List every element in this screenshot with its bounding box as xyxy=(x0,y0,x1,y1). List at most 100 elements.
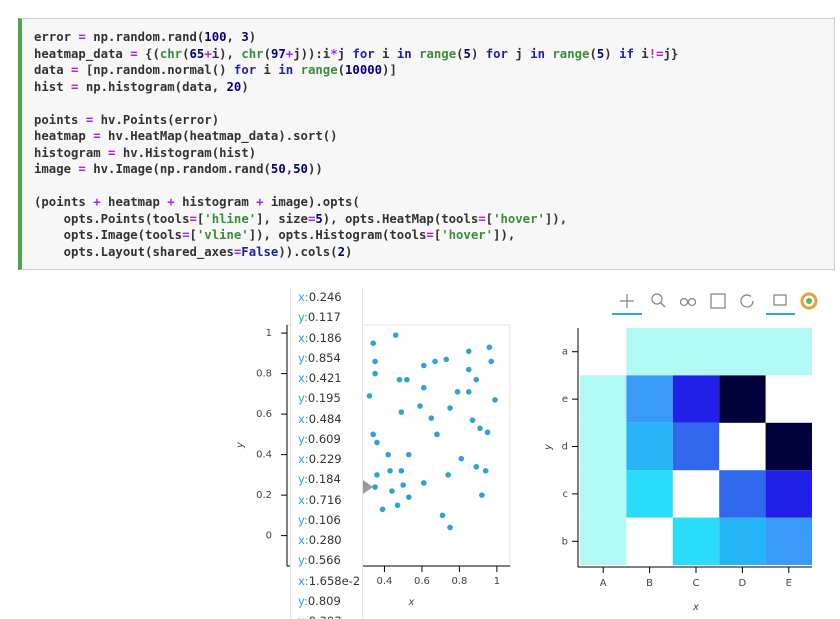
tooltip-label: y: xyxy=(298,553,308,568)
code-token: = xyxy=(189,211,197,226)
tooltip-value: 0.280 xyxy=(308,533,342,547)
heatmap-cell xyxy=(765,328,812,376)
tooltip-label: x: xyxy=(298,573,309,588)
heatmap-cell xyxy=(719,517,766,565)
code-token: 5 xyxy=(596,46,605,61)
tooltip-label: x: xyxy=(298,330,309,345)
code-token: = xyxy=(71,63,79,77)
bokeh-logo[interactable] xyxy=(800,292,818,310)
heatmap-cell xyxy=(672,517,720,565)
code-token: 'hover' xyxy=(493,211,545,226)
point xyxy=(370,340,377,347)
code-token: = xyxy=(108,145,116,160)
code-token: = xyxy=(182,228,190,242)
tooltip-value: 0.484 xyxy=(308,411,342,426)
point xyxy=(445,472,451,478)
x-tick-label: E xyxy=(786,578,792,589)
y-axis-label: y xyxy=(235,441,246,449)
tooltip-value: 0.246 xyxy=(308,290,342,304)
point xyxy=(374,439,380,446)
tooltip-label: x: xyxy=(298,614,309,619)
zoom-tool[interactable] xyxy=(651,293,663,305)
point xyxy=(484,429,491,436)
tooltip-label: y: xyxy=(298,472,308,487)
code-token: != xyxy=(648,46,664,61)
point xyxy=(404,376,410,383)
tooltip-row: x:1.658e-2 xyxy=(298,571,362,591)
y-tick-label: 0 xyxy=(266,531,272,542)
heatmap-cell xyxy=(580,422,627,471)
code-token: = xyxy=(71,79,79,94)
toolbar xyxy=(612,292,818,315)
x-tick-label: D xyxy=(739,578,747,589)
tooltip-value: 0.609 xyxy=(307,431,341,446)
x-tick-label: 0.8 xyxy=(451,576,467,587)
save-tool[interactable] xyxy=(710,293,726,309)
code-token: range xyxy=(300,63,338,77)
hover-tool[interactable] xyxy=(773,294,787,306)
code-token: 50 xyxy=(270,162,286,176)
tooltip-row: y:0.609 xyxy=(298,429,362,449)
wheel-zoom-tool[interactable] xyxy=(679,297,689,307)
code-token: False xyxy=(241,244,279,259)
tooltip-label: x: xyxy=(298,411,309,426)
tooltip-row: y:0.106 xyxy=(298,510,362,530)
point xyxy=(374,472,380,478)
code-line: opts.Layout(shared_axes=False)).cols(2) xyxy=(34,244,353,259)
tooltip-row: y:0.117 xyxy=(298,307,362,327)
y-tick-label: d xyxy=(562,442,568,453)
code-token: range xyxy=(419,46,457,61)
tooltip-label: y: xyxy=(298,310,308,325)
code-token: + xyxy=(93,195,101,209)
point xyxy=(458,455,465,462)
code-token: 3 xyxy=(241,30,249,44)
tooltip-value: 0.106 xyxy=(307,512,341,527)
code-token: if xyxy=(619,46,634,61)
code-token: + xyxy=(204,46,212,61)
point xyxy=(492,397,498,403)
tooltip-row: y:0.566 xyxy=(298,550,362,570)
pan-tool[interactable] xyxy=(620,294,634,308)
heatmap-cell xyxy=(719,375,766,423)
tooltip-value: 0.716 xyxy=(308,492,342,507)
point xyxy=(465,348,472,355)
point xyxy=(392,332,399,338)
point xyxy=(406,494,412,500)
reset-tool[interactable] xyxy=(740,294,754,308)
code-block: (points + heatmap + histogram + image).o… xyxy=(34,194,834,260)
code-line: hist = np.histogram(data, 20) xyxy=(34,79,249,94)
point xyxy=(372,370,378,377)
point xyxy=(454,389,461,395)
tooltip-value: 1.658e-2 xyxy=(308,573,361,588)
point xyxy=(400,482,406,488)
code-cell[interactable]: error = np.random.rand(100, 3) heatmap_da… xyxy=(18,18,835,270)
tooltip-label: x: xyxy=(298,452,309,466)
point xyxy=(486,344,493,351)
heatmap-cell xyxy=(765,422,812,471)
point xyxy=(447,405,453,411)
point xyxy=(394,502,401,509)
tooltip-row: x:0.246 xyxy=(298,287,362,307)
y-tick-label: 0.2 xyxy=(256,490,272,501)
code-line: heatmap_data = {(chr(65+i), chr(97+j)):i… xyxy=(34,46,679,61)
tooltip-value: 0.809 xyxy=(307,593,341,608)
point xyxy=(372,358,378,365)
point xyxy=(465,366,472,373)
point xyxy=(432,358,438,365)
y-tick-label: 1 xyxy=(266,328,272,339)
point xyxy=(439,512,446,519)
point xyxy=(443,356,450,363)
code-token: = xyxy=(85,112,94,127)
tooltip-label: y: xyxy=(298,512,308,527)
x-tick-label: B xyxy=(646,578,653,589)
code-token: 'hline' xyxy=(204,211,257,226)
code-token: chr xyxy=(241,46,264,61)
tooltip-row: x:0.393 xyxy=(298,611,362,619)
code-token: 5 xyxy=(315,211,323,226)
code-line: error = np.random.rand(100, 3) xyxy=(34,30,257,44)
tooltip-label: y: xyxy=(298,350,308,365)
point xyxy=(387,468,393,474)
code-token: 'hover' xyxy=(441,228,494,242)
code-token: 100 xyxy=(204,30,227,44)
